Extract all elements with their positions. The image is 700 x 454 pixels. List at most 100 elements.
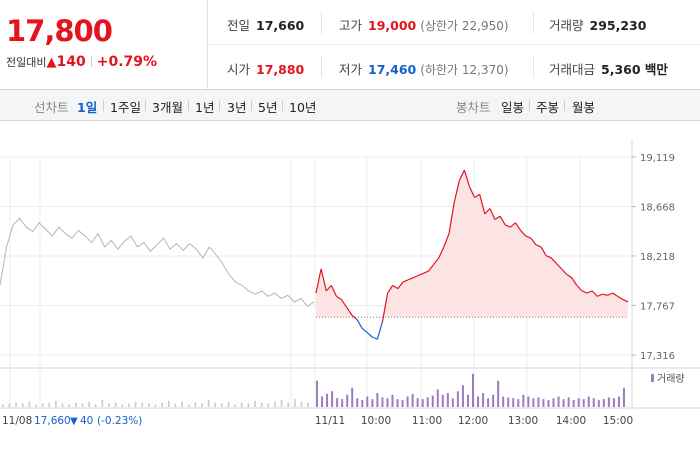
volume-bar — [617, 396, 620, 407]
today-line-segment — [356, 319, 363, 329]
up-arrow-icon: ▲ — [46, 55, 57, 70]
volume-bar — [607, 397, 610, 407]
volume-bar — [234, 404, 236, 407]
volume-bar — [356, 398, 359, 407]
divider — [251, 100, 252, 111]
today-line-segment — [550, 257, 557, 264]
tab-1-day[interactable]: 1일 — [77, 100, 98, 115]
volume-bar — [108, 403, 110, 407]
volume-bar — [346, 394, 349, 407]
tab-1-week[interactable]: 1주일 — [110, 100, 141, 115]
stat-value: 17,660 — [256, 18, 305, 33]
volume-bar — [35, 404, 37, 407]
divider — [145, 100, 146, 111]
today-line-segment — [505, 224, 511, 228]
volume-bar — [436, 389, 439, 407]
today-line-segment — [468, 186, 476, 198]
today-line-segment — [586, 290, 593, 294]
volume-bar — [274, 401, 276, 407]
candle-chart-title: 봉차트 — [456, 100, 491, 115]
volume-bar — [441, 394, 444, 407]
volume-bar — [214, 402, 217, 407]
tab-monthly-candle[interactable]: 월봉 — [572, 100, 596, 115]
volume-bar — [174, 403, 177, 407]
volume-bar — [167, 400, 170, 407]
volume-bar — [537, 397, 540, 407]
tab-weekly-candle[interactable]: 주봉 — [536, 100, 560, 115]
down-arrow-icon: ▼ — [70, 416, 78, 427]
x-tick-label: 11:00 — [412, 415, 442, 427]
today-line-segment — [397, 281, 404, 290]
divider — [282, 100, 283, 111]
volume-bar — [300, 401, 303, 407]
volume-bar — [587, 396, 590, 407]
volume-bar — [371, 399, 374, 407]
volume-bar — [134, 401, 137, 407]
y-axis: 19,119 18,668 18,218 17,767 17,316 — [632, 153, 675, 362]
volume-bar — [75, 402, 77, 407]
tab-3-months[interactable]: 3개월 — [152, 100, 183, 115]
tab-3-years[interactable]: 3년 — [227, 100, 247, 115]
volume-bar — [416, 398, 419, 407]
tab-1-year[interactable]: 1년 — [195, 100, 215, 115]
stat-value: 5,360 백만 — [601, 62, 668, 77]
volume-bar — [472, 373, 474, 407]
today-line-segment — [448, 202, 455, 234]
volume-bar — [280, 400, 283, 407]
volume-bar — [401, 400, 404, 407]
x-tick-label: 15:00 — [603, 415, 633, 427]
today-line-segment — [581, 290, 588, 294]
volume-bar — [421, 399, 424, 407]
prev-day-close: 17,660 — [34, 415, 71, 427]
stat-label: 시가 — [227, 62, 251, 77]
stat-label: 저가 — [339, 62, 363, 77]
today-line-segment — [489, 208, 496, 220]
volume-bar — [94, 404, 97, 407]
today-line-segment — [545, 255, 552, 259]
today-line-segment — [387, 285, 394, 294]
divider — [188, 100, 189, 111]
volume-bar — [201, 403, 203, 407]
volume-bar — [15, 402, 17, 407]
x-tick-label: 14:00 — [556, 415, 586, 427]
upper-limit: (상한가 22,950) — [420, 19, 509, 33]
volume-bar — [572, 400, 575, 407]
tab-10-years[interactable]: 10년 — [289, 100, 317, 115]
volume-bar — [41, 403, 44, 407]
price-chart[interactable]: 19,119 18,668 18,218 17,767 17,316 거래량 11/11… — [0, 121, 700, 450]
volume-bar — [532, 398, 535, 407]
today-line-segment — [484, 208, 491, 215]
today-line-segment — [514, 222, 522, 231]
volume-bar — [68, 404, 70, 407]
today-line-segment — [617, 295, 624, 301]
volume-bar — [361, 400, 364, 407]
volume-bar — [477, 396, 480, 407]
volume-bar — [187, 404, 190, 407]
volume-bar — [366, 396, 369, 407]
volume-bar — [128, 403, 130, 407]
divider — [219, 100, 220, 111]
volume-bar — [557, 396, 560, 407]
volume-bar — [552, 398, 555, 407]
volume-bar — [456, 391, 459, 407]
stat-prev-close: 전일 17,660 — [227, 15, 304, 34]
today-line-segment — [330, 285, 338, 297]
quote-header: 17,800 전일대비▲140 +0.79% 전일 17,660 고가 19,000(… — [0, 0, 700, 90]
today-line-segment — [520, 230, 527, 237]
today-line-segment — [402, 279, 409, 283]
divider — [103, 100, 104, 111]
today-line-segment — [555, 263, 562, 270]
today-line-segment — [433, 257, 440, 265]
divider — [533, 56, 534, 78]
volume-bar — [48, 402, 51, 407]
volume-bar — [482, 393, 485, 407]
today-line-segment — [443, 233, 450, 248]
tab-daily-candle[interactable]: 일봉 — [501, 100, 525, 115]
volume-bar — [331, 391, 334, 407]
today-line-segment — [325, 284, 332, 292]
y-tick-label: 19,119 — [640, 153, 675, 164]
volume-bar — [316, 380, 318, 407]
volume-bar — [597, 400, 600, 407]
tab-5-years[interactable]: 5년 — [258, 100, 278, 115]
chart-tab-bar: 선차트 1일 1주일 3개월 1년 3년 5년 10년 봉차트 일봉 주봉 월봉 — [0, 90, 700, 121]
